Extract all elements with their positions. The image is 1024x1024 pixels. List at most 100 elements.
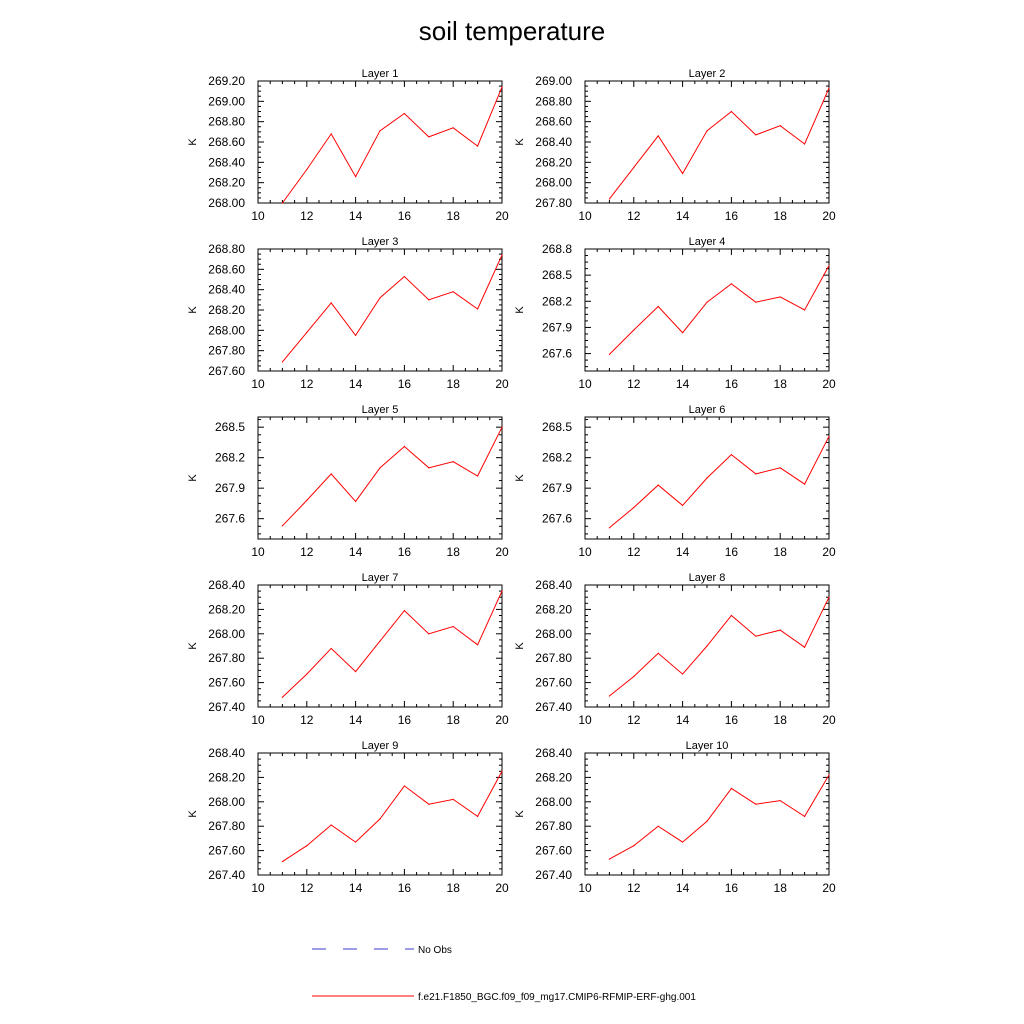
data-point (828, 435, 830, 437)
data-point (501, 426, 503, 428)
series-line (282, 426, 503, 527)
x-tick-label: 18 (774, 377, 788, 391)
panel-layer-7: Layer 7 K 10 12 14 16 18 20 267.40 267.60 267.80 26… (187, 572, 509, 727)
x-tick-label: 12 (300, 209, 314, 223)
y-tick-label: 267.80 (208, 651, 245, 665)
data-point (608, 527, 611, 529)
x-tick-label: 20 (822, 881, 836, 895)
y-tick-label: 268.40 (208, 578, 245, 592)
x-tick-label: 18 (774, 713, 788, 727)
data-point (755, 473, 757, 475)
panel-layer-3: Layer 3 K 10 12 14 16 18 20 267.60 267.80 268.00 26… (187, 236, 509, 391)
data-point (428, 467, 430, 469)
data-point (779, 629, 781, 631)
data-point (682, 332, 684, 334)
plot-frame (257, 752, 503, 876)
data-point (428, 633, 430, 635)
data-point (477, 815, 479, 818)
data-point (779, 799, 781, 802)
y-tick-label: 267.40 (208, 868, 245, 882)
data-point (306, 168, 308, 171)
data-point (706, 820, 708, 822)
data-point (403, 112, 405, 115)
series-line (609, 774, 830, 860)
data-point (633, 506, 635, 509)
data-point (403, 445, 405, 448)
data-point (452, 625, 454, 628)
y-tick-label: 267.40 (535, 700, 572, 714)
y-tick-label: 269.00 (535, 74, 572, 88)
y-axis-label: K (187, 642, 199, 650)
plot-frame (257, 248, 503, 372)
y-axis-label: K (514, 642, 526, 650)
y-tick-label: 267.80 (208, 819, 245, 833)
y-tick-label: 268.00 (208, 627, 245, 641)
data-point (452, 798, 454, 800)
y-axis-label: K (187, 474, 199, 482)
series-line (609, 596, 830, 697)
data-point (379, 130, 381, 132)
data-point (330, 133, 332, 135)
series-line (282, 254, 503, 363)
data-point (828, 596, 830, 598)
data-point (452, 291, 454, 293)
data-point (379, 297, 381, 299)
x-tick-label: 18 (447, 377, 461, 391)
y-tick-label: 268.00 (208, 795, 245, 809)
x-tick-label: 14 (349, 209, 363, 223)
y-tick-label: 267.60 (208, 364, 245, 378)
x-tick-label: 20 (822, 545, 836, 559)
data-point (403, 275, 405, 278)
x-tick-label: 12 (627, 713, 641, 727)
x-tick-label: 10 (251, 713, 265, 727)
data-point (730, 614, 733, 617)
data-point (281, 361, 283, 363)
y-tick-label: 268.8 (542, 242, 572, 256)
data-point (828, 774, 830, 776)
data-point (428, 136, 430, 138)
series-line (282, 771, 503, 863)
y-tick-label: 268.40 (208, 746, 245, 760)
x-tick-label: 16 (398, 881, 412, 895)
data-point (281, 525, 283, 527)
x-tick-label: 14 (676, 377, 690, 391)
panel-layer-4: Layer 4 K 10 12 14 16 18 20 267.6 267.9 268.2 268.5… (514, 236, 836, 391)
x-tick-label: 10 (578, 377, 592, 391)
data-point (355, 671, 357, 673)
y-tick-label: 268.00 (208, 323, 245, 337)
x-tick-label: 16 (398, 713, 412, 727)
data-point (379, 818, 381, 820)
data-point (608, 198, 611, 200)
data-point (730, 454, 733, 456)
data-point (477, 308, 479, 310)
x-tick-label: 10 (578, 713, 592, 727)
y-tick-label: 268.20 (535, 602, 572, 616)
data-point (452, 461, 454, 463)
x-tick-label: 14 (676, 545, 690, 559)
y-tick-label: 268.40 (208, 283, 245, 297)
x-tick-label: 20 (495, 545, 509, 559)
y-tick-label: 268.5 (215, 420, 245, 434)
panel-title: Layer 10 (686, 740, 729, 752)
data-point (633, 166, 635, 169)
x-tick-label: 18 (447, 713, 461, 727)
x-tick-label: 16 (725, 377, 739, 391)
legend: No Obs f.e21.F1850_BGC.f09_f09_mg17.CMIP… (312, 945, 696, 1003)
plot-frame (584, 248, 830, 372)
data-point (379, 467, 381, 469)
data-point (330, 473, 332, 475)
data-point (501, 86, 503, 88)
x-tick-label: 10 (251, 545, 265, 559)
y-tick-label: 268.80 (535, 94, 572, 108)
data-point (730, 283, 733, 285)
plot-frame (584, 752, 830, 876)
x-tick-label: 12 (300, 713, 314, 727)
y-tick-label: 267.6 (215, 512, 245, 526)
series-line (609, 436, 830, 529)
y-tick-label: 267.80 (535, 196, 572, 210)
y-tick-label: 267.6 (542, 347, 572, 361)
data-point (804, 143, 806, 145)
y-axis-label: K (514, 810, 526, 818)
x-tick-label: 18 (447, 209, 461, 223)
